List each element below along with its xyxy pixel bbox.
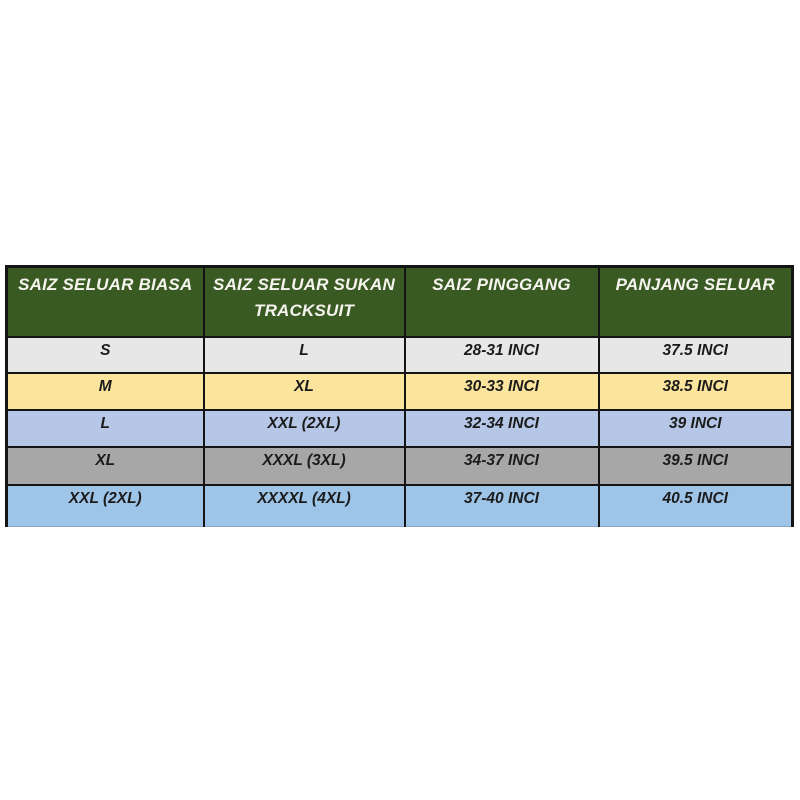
- table-header: SAIZ SELUAR BIASA SAIZ SELUAR SUKAN TRAC…: [5, 265, 794, 338]
- table-cell: L: [202, 336, 406, 374]
- table-cell: 34-37 INCI: [403, 446, 600, 486]
- table-cell: 30-33 INCI: [403, 372, 600, 411]
- table-row: L XXL (2XL) 32-34 INCI 39 INCI: [5, 409, 794, 448]
- table-cell: XL: [5, 446, 205, 486]
- table-body: S L 28-31 INCI 37.5 INCI M XL 30-33 INCI…: [5, 336, 794, 527]
- table-cell: 39.5 INCI: [597, 446, 794, 486]
- table-cell: M: [5, 372, 205, 411]
- header-cell-panjang-seluar: PANJANG SELUAR: [597, 265, 794, 338]
- table-cell: XXL (2XL): [202, 409, 406, 448]
- table-cell: S: [5, 336, 205, 374]
- table-cell: 37-40 INCI: [403, 484, 600, 527]
- table-row: S L 28-31 INCI 37.5 INCI: [5, 336, 794, 374]
- table-cell: 40.5 INCI: [597, 484, 794, 527]
- header-cell-saiz-seluar-biasa: SAIZ SELUAR BIASA: [5, 265, 205, 338]
- header-cell-saiz-seluar-sukan-tracksuit: SAIZ SELUAR SUKAN TRACKSUIT: [202, 265, 406, 338]
- table-cell: L: [5, 409, 205, 448]
- table-cell: 32-34 INCI: [403, 409, 600, 448]
- table-row: M XL 30-33 INCI 38.5 INCI: [5, 372, 794, 411]
- table-row: XL XXXL (3XL) 34-37 INCI 39.5 INCI: [5, 446, 794, 486]
- header-row: SAIZ SELUAR BIASA SAIZ SELUAR SUKAN TRAC…: [5, 265, 794, 338]
- table-cell: XXXXL (4XL): [202, 484, 406, 527]
- header-cell-saiz-pinggang: SAIZ PINGGANG: [403, 265, 600, 338]
- size-chart-table: SAIZ SELUAR BIASA SAIZ SELUAR SUKAN TRAC…: [5, 265, 794, 527]
- table-cell: XXXL (3XL): [202, 446, 406, 486]
- table-cell: 38.5 INCI: [597, 372, 794, 411]
- table-cell: XXL (2XL): [5, 484, 205, 527]
- table-cell: 39 INCI: [597, 409, 794, 448]
- table-row: XXL (2XL) XXXXL (4XL) 37-40 INCI 40.5 IN…: [5, 484, 794, 527]
- table-cell: XL: [202, 372, 406, 411]
- table-cell: 37.5 INCI: [597, 336, 794, 374]
- table-cell: 28-31 INCI: [403, 336, 600, 374]
